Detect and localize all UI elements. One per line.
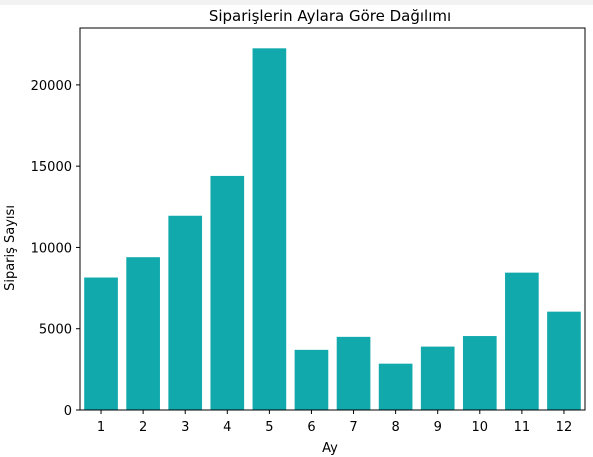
y-tick-label-5000: 5000 (39, 323, 72, 338)
x-ticks-group: 1 2 3 4 5 6 7 8 9 10 11 12 (97, 410, 572, 435)
bar-12 (547, 311, 581, 410)
bar-3 (168, 215, 203, 410)
chart-title: Siparişlerin Aylara Göre Dağılımı (209, 7, 451, 25)
bar-11 (505, 272, 539, 410)
x-tick-label-7: 7 (349, 420, 357, 435)
x-tick-label-6: 6 (307, 420, 315, 435)
x-tick-label-11: 11 (514, 420, 531, 435)
y-axis-label: Sipariş Sayısı (3, 205, 18, 291)
bar-1 (84, 277, 118, 410)
bar-5 (252, 48, 287, 410)
bars-group (84, 48, 581, 410)
x-tick-label-4: 4 (223, 420, 231, 435)
x-tick-label-8: 8 (391, 420, 399, 435)
top-strip (0, 0, 593, 5)
bar-10 (462, 336, 497, 410)
x-tick-label-9: 9 (434, 420, 442, 435)
x-tick-label-10: 10 (472, 420, 489, 435)
x-tick-label-12: 12 (556, 420, 573, 435)
bar-7 (336, 336, 371, 410)
bar-2 (126, 257, 160, 410)
x-axis-label: Ay (322, 441, 338, 456)
plot-frame (79, 27, 586, 411)
y-tick-label-0: 0 (64, 404, 72, 419)
y-tick-label-15000: 15000 (31, 160, 72, 175)
y-ticks-group: 0 5000 10000 15000 20000 (31, 79, 80, 419)
y-tick-label-20000: 20000 (31, 79, 72, 94)
x-tick-label-2: 2 (139, 420, 147, 435)
x-tick-label-5: 5 (265, 420, 273, 435)
bar-9 (420, 346, 455, 410)
bar-6 (294, 349, 329, 410)
x-tick-label-1: 1 (97, 420, 105, 435)
x-tick-label-3: 3 (181, 420, 189, 435)
bar-8 (378, 363, 413, 410)
bar-4 (210, 175, 245, 410)
y-tick-label-10000: 10000 (31, 241, 72, 256)
